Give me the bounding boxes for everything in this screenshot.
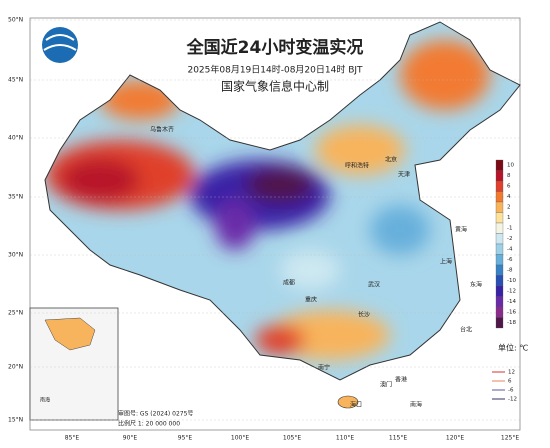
lon-label: 120°E — [446, 435, 464, 442]
lat-label: 40°N — [8, 135, 23, 142]
colorbar-label: 10 — [507, 163, 514, 169]
line-legend-label: -6 — [508, 388, 514, 394]
line-legend-label: -12 — [508, 397, 517, 403]
colorbar-swatch — [495, 275, 504, 287]
place-label: 呼和浩特 — [345, 162, 369, 170]
unit-label: 单位: ℃ — [498, 343, 528, 353]
lon-label: 105°E — [283, 435, 301, 442]
place-label: 成都 — [283, 279, 295, 287]
colorbar-swatch — [495, 296, 504, 308]
lat-label: 20°N — [8, 364, 23, 371]
colorbar-swatch — [495, 306, 504, 318]
place-label: 东海 — [470, 281, 482, 289]
colorbar-swatch — [495, 191, 504, 203]
inset-coast — [44, 317, 96, 351]
place-label: 上海 — [440, 258, 452, 266]
subtitle: 2025年08月19日14时-08月20日14时 BJT — [187, 64, 363, 76]
line-legend-label: 12 — [508, 370, 515, 376]
place-label: 天津 — [398, 172, 410, 179]
logo-mark — [43, 34, 77, 51]
place-label: 重庆 — [305, 296, 317, 304]
colorbar-label: -14 — [507, 299, 516, 305]
hainan-island — [337, 395, 359, 409]
lat-label: 30°N — [8, 252, 23, 259]
colorbar-label: -1 — [507, 226, 512, 232]
colorbar-label: -2 — [507, 236, 512, 242]
colorbar-label: 1 — [507, 215, 511, 221]
lat-label: 50°N — [8, 17, 23, 24]
place-label: 香港 — [395, 376, 407, 384]
colorbar-swatch — [495, 264, 504, 276]
colorbar-label: -8 — [507, 268, 513, 274]
place-label: 长沙 — [358, 311, 370, 319]
colorbar-swatch — [495, 243, 504, 255]
lon-label: 100°E — [231, 435, 249, 442]
colorbar-swatch — [495, 201, 504, 213]
line-legend-label: 6 — [508, 379, 512, 385]
place-label: 北京 — [385, 156, 397, 164]
colorbar-swatch — [495, 285, 504, 297]
colorbar-swatch — [495, 222, 504, 234]
colorbar-swatch — [495, 180, 504, 192]
colorbar-label: 6 — [507, 184, 511, 190]
colorbar-swatch — [495, 233, 504, 245]
colorbar-label: 4 — [507, 194, 511, 200]
colorbar-label: -18 — [507, 320, 516, 326]
place-label: 南海 — [410, 401, 422, 409]
lon-label: 125°E — [501, 435, 519, 442]
colorbar-swatch — [495, 212, 504, 224]
colorbar-swatch — [495, 170, 504, 182]
place-label: 乌鲁木齐 — [150, 126, 174, 134]
lon-label: 90°E — [123, 435, 138, 442]
lon-label: 95°E — [178, 435, 193, 442]
map-code: 审图号: GS (2024) 0275号 — [118, 410, 193, 418]
place-label: 台北 — [460, 326, 472, 334]
inset-caption: 南海 — [40, 397, 50, 404]
place-label: 武汉 — [368, 281, 380, 289]
scale-text: 比例尺 1: 20 000 000 — [118, 420, 180, 428]
lon-label: 110°E — [336, 435, 354, 442]
lat-label: 25°N — [8, 310, 23, 317]
colorbar-label: -6 — [507, 257, 513, 263]
issuer: 国家气象信息中心制 — [221, 79, 329, 94]
lon-label: 85°E — [65, 435, 80, 442]
colorbar-label: -10 — [507, 278, 516, 284]
place-label: 澳门 — [380, 381, 392, 389]
lat-label: 35°N — [8, 194, 23, 201]
colorbar-label: 8 — [507, 173, 511, 179]
china-outline — [44, 21, 521, 381]
colorbar-label: -12 — [507, 289, 516, 295]
place-label: 黄海 — [455, 226, 467, 234]
title: 全国近24小时变温实况 — [186, 37, 364, 58]
place-label: 南宁 — [318, 364, 330, 372]
lat-label: 15°N — [8, 417, 23, 424]
place-label: 海口 — [350, 401, 362, 409]
colorbar-swatch — [495, 159, 504, 171]
lon-label: 115°E — [389, 435, 407, 442]
colorbar-label: -4 — [507, 247, 513, 253]
colorbar-swatch — [495, 254, 504, 266]
colorbar-label: 2 — [507, 205, 511, 211]
lat-label: 45°N — [8, 77, 23, 84]
colorbar-swatch — [495, 317, 504, 329]
colorbar-label: -16 — [507, 310, 516, 316]
